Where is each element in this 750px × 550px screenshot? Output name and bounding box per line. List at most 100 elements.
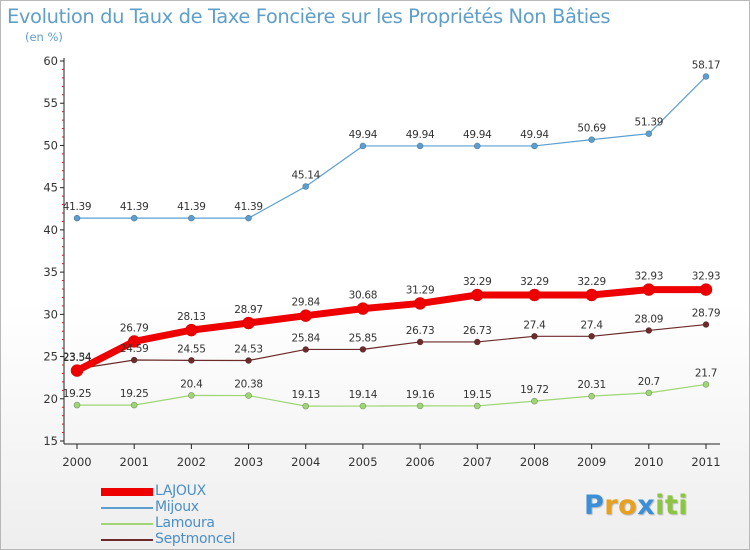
logo-letter: i: [655, 490, 665, 521]
legend-item-lamoura: Lamoura: [101, 515, 281, 532]
legend-item-septmoncel: Septmoncel: [101, 531, 281, 548]
series-point-septmoncel: [416, 338, 424, 346]
data-label-mijoux: 49.94: [349, 129, 378, 141]
series-point-lajoux: [356, 302, 370, 315]
series-lines: [70, 73, 713, 410]
series-point-mijoux: [473, 142, 481, 150]
data-label-mijoux: 49.94: [463, 129, 492, 141]
series-point-mijoux: [702, 73, 710, 80]
y-tick-label: 25: [43, 350, 58, 364]
x-tick-label: 2011: [691, 455, 720, 469]
data-label-lajoux: 28.13: [177, 311, 206, 323]
series-point-lamoura: [473, 402, 481, 410]
legend-label-mijoux: Mijoux: [155, 499, 199, 515]
data-label-mijoux: 51.39: [635, 117, 664, 129]
legend-item-mijoux: Mijoux: [101, 499, 281, 516]
data-label-septmoncel: 23.54: [63, 352, 92, 364]
series-point-septmoncel: [359, 346, 367, 353]
data-label-lajoux: 32.29: [520, 276, 549, 288]
series-point-lamoura: [645, 389, 653, 397]
series-point-mijoux: [130, 214, 138, 222]
series-point-lamoura: [245, 392, 252, 399]
series-point-lajoux: [585, 288, 598, 302]
series-point-lajoux: [70, 364, 84, 377]
legend-swatch-mijoux: [101, 507, 153, 509]
data-label-lajoux: 30.68: [349, 290, 378, 302]
series-point-mijoux: [245, 214, 252, 222]
series-point-mijoux: [302, 183, 310, 190]
series-point-mijoux: [188, 214, 195, 222]
series-point-lamoura: [416, 402, 424, 410]
legend-label-septmoncel: Septmoncel: [155, 531, 236, 547]
y-tick-label: 30: [43, 307, 58, 321]
series-point-septmoncel: [245, 357, 252, 364]
series-line-mijoux: [77, 76, 707, 219]
data-label-mijoux: 50.69: [577, 123, 606, 135]
data-label-septmoncel: 24.53: [234, 344, 263, 356]
y-tick-label: 15: [43, 434, 58, 448]
axes: 15 20 25 30 35 40 45 50 55 60 2000 2001 2002 2003 2004…: [43, 54, 720, 469]
data-label-lajoux: 32.93: [635, 271, 664, 283]
series-point-lajoux: [471, 288, 484, 302]
series-point-lajoux: [413, 297, 427, 310]
data-label-septmoncel: 26.73: [406, 325, 435, 337]
series-point-mijoux: [588, 136, 595, 143]
series-point-lamoura: [588, 392, 595, 400]
series-point-septmoncel: [302, 346, 310, 353]
series-point-lajoux: [642, 283, 656, 296]
data-label-mijoux: 41.39: [177, 201, 206, 213]
x-tick-label: 2008: [520, 455, 549, 469]
logo-letter: r: [604, 490, 619, 521]
data-label-septmoncel: 27.4: [581, 319, 604, 331]
data-label-lamoura: 19.13: [291, 389, 320, 401]
series-point-septmoncel: [645, 327, 653, 334]
series-point-mijoux: [359, 142, 367, 150]
data-label-lajoux: 32.29: [577, 276, 606, 288]
data-label-lajoux: 31.29: [406, 284, 435, 296]
series-point-lamoura: [73, 401, 81, 409]
data-label-lajoux: 23.34: [63, 352, 92, 364]
x-tick-label: 2004: [291, 455, 320, 469]
series-point-lamoura: [130, 401, 138, 409]
data-label-mijoux: 41.39: [234, 201, 263, 213]
series-point-mijoux: [645, 130, 653, 138]
data-label-septmoncel: 24.55: [177, 343, 206, 355]
x-tick-label: 2007: [463, 455, 492, 469]
chart-subtitle: (en %): [25, 30, 63, 44]
logo-letter: x: [637, 490, 656, 521]
data-label-lamoura: 20.7: [638, 376, 660, 388]
legend-swatch-septmoncel: [101, 539, 153, 541]
series-line-septmoncel: [76, 323, 707, 370]
data-label-lajoux: 26.79: [120, 322, 149, 334]
series-point-lamoura: [359, 402, 367, 410]
data-label-mijoux: 45.14: [291, 169, 320, 181]
data-label-lamoura: 20.4: [180, 378, 203, 390]
data-label-septmoncel: 28.79: [692, 308, 721, 320]
data-label-mijoux: 58.17: [692, 59, 721, 71]
legend-item-lajoux: LAJOUX: [101, 483, 281, 500]
series-point-septmoncel: [130, 356, 138, 364]
legend-swatch-lajoux: [101, 488, 153, 496]
data-label-lajoux: 32.29: [463, 276, 492, 288]
data-label-septmoncel: 24.59: [120, 343, 149, 355]
x-tick-label: 2005: [348, 455, 377, 469]
series-point-lamoura: [531, 397, 538, 405]
y-tick-label: 20: [43, 392, 58, 406]
logo-letter: t: [664, 490, 679, 521]
x-tick-label: 2000: [62, 455, 91, 469]
y-tick-label: 40: [43, 223, 58, 237]
data-label-septmoncel: 25.85: [349, 332, 378, 344]
series-point-mijoux: [531, 142, 538, 150]
logo-letter: i: [678, 490, 689, 521]
series-point-lajoux: [185, 323, 198, 337]
series-point-lajoux: [127, 335, 141, 348]
data-label-septmoncel: 27.4: [523, 319, 546, 331]
series-point-septmoncel: [531, 332, 538, 340]
series-point-lamoura: [702, 381, 710, 388]
y-tick-label: 50: [43, 138, 58, 152]
data-label-lamoura: 21.7: [695, 367, 717, 379]
y-tick-label: 60: [43, 54, 58, 68]
data-labels: 23.34 26.79 28.13 28.97 29.84 30.68 31.29 32.29…: [63, 59, 721, 401]
data-label-mijoux: 41.39: [120, 201, 149, 213]
